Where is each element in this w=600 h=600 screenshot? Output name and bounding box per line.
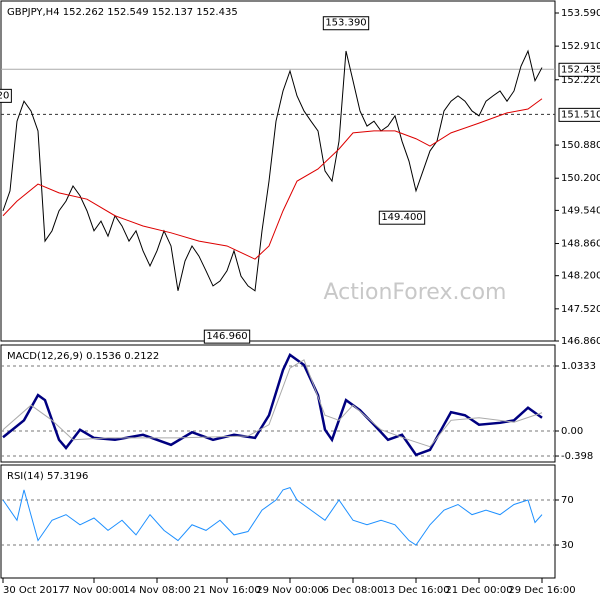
price-label: 152.435 — [561, 64, 600, 75]
panel — [0, 464, 556, 579]
y-tick-label: -0.398 — [561, 451, 593, 462]
panel-title: MACD(12,26,9) 0.1536 0.2122 — [7, 351, 159, 362]
label-box — [558, 107, 600, 122]
y-tick-label: 30 — [561, 540, 574, 551]
y-tick-label: 149.540 — [561, 205, 600, 216]
series-line — [2, 352, 543, 457]
x-tick-label: 13 Dec 16:00 — [382, 585, 449, 596]
series-line — [2, 98, 543, 260]
x-tick-label: 21 Dec 00:00 — [445, 585, 512, 596]
y-tick-label: 70 — [561, 495, 574, 506]
panel — [0, 0, 556, 342]
annotation: 153.390 — [325, 18, 366, 29]
y-tick-label: 148.860 — [561, 239, 600, 250]
level-label: 151.510 — [561, 109, 600, 120]
y-tick-label: 152.220 — [561, 75, 600, 86]
x-tick-label: 21 Nov 16:00 — [193, 585, 260, 596]
y-tick-label: 147.520 — [561, 304, 600, 315]
label-box — [558, 62, 600, 77]
series-line — [2, 49, 543, 292]
y-tick-label: 152.910 — [561, 41, 600, 52]
x-tick-label: 6 Dec 08:00 — [323, 585, 384, 596]
y-tick-label: 148.200 — [561, 271, 600, 282]
y-tick-label: 150.880 — [561, 140, 600, 151]
x-tick-label: 14 Nov 08:00 — [123, 585, 190, 596]
series-line — [2, 487, 543, 546]
annotation: 146.960 — [206, 331, 247, 342]
annotation: 149.400 — [381, 212, 422, 223]
y-tick-label: 150.200 — [561, 173, 600, 184]
x-tick-label: 29 Nov 00:00 — [256, 585, 323, 596]
label-box — [378, 210, 426, 225]
panel-title: GBPJPY,H4 152.262 152.549 152.137 152.43… — [7, 7, 238, 18]
y-tick-label: 153.590 — [561, 8, 600, 19]
label-box — [322, 16, 370, 31]
x-tick-label: 30 Oct 2017 — [3, 585, 65, 596]
y-tick-label: 146.860 — [561, 336, 600, 347]
watermark: ActionForex.com — [324, 280, 507, 305]
panel-title: RSI(14) 57.3196 — [7, 471, 88, 482]
panel — [0, 344, 556, 463]
x-tick-label: 7 Nov 00:00 — [63, 585, 124, 596]
series-line — [2, 359, 543, 448]
annotation: 20 — [0, 90, 9, 101]
label-box — [0, 88, 12, 103]
y-tick-label: 1.0333 — [561, 361, 596, 372]
label-box — [203, 329, 251, 344]
y-tick-label: 0.00 — [561, 426, 583, 437]
x-tick-label: 29 Dec 16:00 — [508, 585, 575, 596]
